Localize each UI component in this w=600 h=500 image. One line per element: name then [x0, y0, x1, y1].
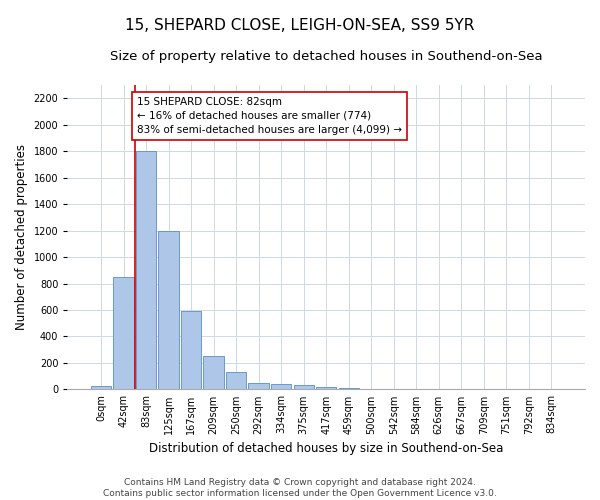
Bar: [113, 277, 134, 390]
Text: 15 SHEPARD CLOSE: 82sqm
← 16% of detached houses are smaller (774)
83% of semi-d: 15 SHEPARD CLOSE: 82sqm ← 16% of detache…: [137, 97, 402, 135]
Bar: [338, 388, 359, 390]
X-axis label: Distribution of detached houses by size in Southend-on-Sea: Distribution of detached houses by size …: [149, 442, 503, 455]
Bar: [136, 151, 156, 390]
Bar: [226, 372, 246, 390]
Y-axis label: Number of detached properties: Number of detached properties: [15, 144, 28, 330]
Bar: [248, 384, 269, 390]
Bar: [158, 230, 179, 390]
Bar: [293, 385, 314, 390]
Bar: [91, 386, 111, 390]
Bar: [316, 387, 336, 390]
Bar: [203, 356, 224, 390]
Text: Contains HM Land Registry data © Crown copyright and database right 2024.
Contai: Contains HM Land Registry data © Crown c…: [103, 478, 497, 498]
Bar: [271, 384, 291, 390]
Bar: [181, 312, 201, 390]
Text: 15, SHEPARD CLOSE, LEIGH-ON-SEA, SS9 5YR: 15, SHEPARD CLOSE, LEIGH-ON-SEA, SS9 5YR: [125, 18, 475, 32]
Title: Size of property relative to detached houses in Southend-on-Sea: Size of property relative to detached ho…: [110, 50, 542, 63]
